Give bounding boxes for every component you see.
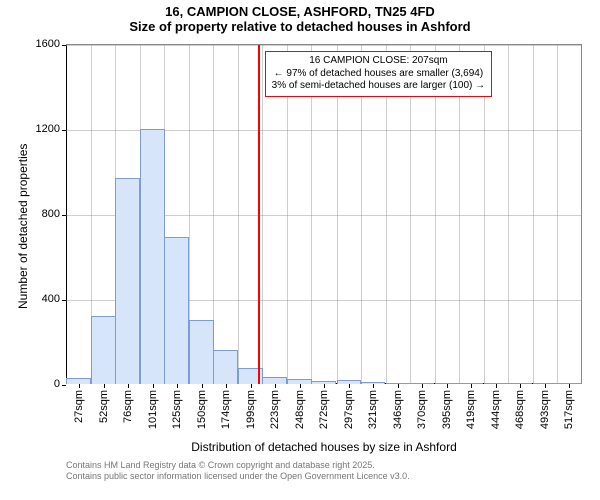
xtick-mark	[373, 384, 374, 388]
histogram-bar	[262, 377, 287, 384]
y-axis-title: Number of detached properties	[16, 144, 30, 309]
attribution-block: Contains HM Land Registry data © Crown c…	[66, 460, 410, 482]
xtick-mark	[226, 384, 227, 388]
xtick-label: 370sqm	[416, 390, 428, 429]
xtick-label: 223sqm	[269, 390, 281, 429]
histogram-bar	[189, 320, 214, 384]
xtick-mark	[545, 384, 546, 388]
ytick-mark	[62, 45, 66, 46]
histogram-bar	[213, 350, 238, 384]
xtick-label: 174sqm	[220, 390, 232, 429]
plot-area: 04008001200160027sqm52sqm76sqm101sqm125s…	[66, 44, 582, 384]
xtick-mark	[202, 384, 203, 388]
grid-line-v	[238, 45, 239, 384]
xtick-label: 27sqm	[73, 390, 85, 423]
xtick-label: 493sqm	[539, 390, 551, 429]
xtick-mark	[300, 384, 301, 388]
xtick-label: 101sqm	[147, 390, 159, 429]
histogram-bar	[140, 129, 165, 384]
attribution-line2: Contains public sector information licen…	[66, 471, 410, 482]
xtick-label: 52sqm	[98, 390, 110, 423]
xtick-mark	[569, 384, 570, 388]
x-axis-title: Distribution of detached houses by size …	[66, 440, 582, 454]
histogram-bar	[435, 383, 460, 384]
xtick-mark	[104, 384, 105, 388]
xtick-mark	[496, 384, 497, 388]
annotation-box: 16 CAMPION CLOSE: 207sqm← 97% of detache…	[265, 51, 492, 97]
histogram-bar	[164, 237, 189, 384]
xtick-label: 272sqm	[318, 390, 330, 429]
xtick-mark	[422, 384, 423, 388]
histogram-bar	[484, 383, 509, 384]
ytick-mark	[62, 215, 66, 216]
ytick-label: 0	[54, 378, 60, 390]
xtick-label: 150sqm	[196, 390, 208, 429]
xtick-mark	[128, 384, 129, 388]
xtick-label: 321sqm	[367, 390, 379, 429]
ytick-label: 1600	[36, 38, 60, 50]
xtick-label: 395sqm	[441, 390, 453, 429]
xtick-mark	[177, 384, 178, 388]
xtick-mark	[349, 384, 350, 388]
histogram-bar	[508, 383, 533, 384]
histogram-bar	[533, 383, 558, 384]
grid-line-v	[557, 45, 558, 384]
ytick-mark	[62, 300, 66, 301]
ytick-mark	[62, 130, 66, 131]
annotation-line3: 3% of semi-detached houses are larger (1…	[272, 80, 485, 93]
annotation-line2: ← 97% of detached houses are smaller (3,…	[272, 68, 485, 81]
xtick-mark	[398, 384, 399, 388]
grid-line-h	[66, 45, 581, 46]
chart-title-line1: 16, CAMPION CLOSE, ASHFORD, TN25 4FD	[0, 4, 600, 19]
ytick-mark	[62, 385, 66, 386]
histogram-bar	[115, 178, 140, 384]
histogram-bar	[337, 380, 362, 384]
grid-line-v	[533, 45, 534, 384]
xtick-mark	[275, 384, 276, 388]
ytick-label: 800	[42, 208, 60, 220]
histogram-bar	[287, 379, 312, 384]
xtick-label: 76sqm	[122, 390, 134, 423]
xtick-mark	[79, 384, 80, 388]
chart-title-block: 16, CAMPION CLOSE, ASHFORD, TN25 4FD Siz…	[0, 4, 600, 34]
annotation-line1: 16 CAMPION CLOSE: 207sqm	[272, 55, 485, 68]
xtick-mark	[447, 384, 448, 388]
grid-line-v	[262, 45, 263, 384]
xtick-label: 444sqm	[490, 390, 502, 429]
xtick-mark	[520, 384, 521, 388]
xtick-label: 248sqm	[294, 390, 306, 429]
histogram-bar	[410, 383, 435, 384]
histogram-bar	[557, 383, 582, 384]
histogram-bar	[459, 383, 484, 384]
histogram-bar	[361, 382, 386, 384]
xtick-label: 346sqm	[392, 390, 404, 429]
xtick-mark	[324, 384, 325, 388]
xtick-label: 199sqm	[245, 390, 257, 429]
xtick-mark	[153, 384, 154, 388]
histogram-chart: 16, CAMPION CLOSE, ASHFORD, TN25 4FD Siz…	[0, 0, 600, 500]
xtick-label: 125sqm	[171, 390, 183, 429]
xtick-label: 297sqm	[343, 390, 355, 429]
reference-line	[258, 45, 260, 384]
xtick-mark	[471, 384, 472, 388]
grid-line-v	[508, 45, 509, 384]
histogram-bar	[311, 381, 336, 384]
xtick-label: 468sqm	[514, 390, 526, 429]
xtick-label: 419sqm	[465, 390, 477, 429]
ytick-label: 400	[42, 293, 60, 305]
xtick-mark	[251, 384, 252, 388]
histogram-bar	[66, 378, 91, 384]
xtick-label: 517sqm	[563, 390, 575, 429]
chart-title-line2: Size of property relative to detached ho…	[0, 19, 600, 34]
histogram-bar	[386, 383, 411, 384]
ytick-label: 1200	[36, 123, 60, 135]
attribution-line1: Contains HM Land Registry data © Crown c…	[66, 460, 410, 471]
histogram-bar	[91, 316, 116, 384]
